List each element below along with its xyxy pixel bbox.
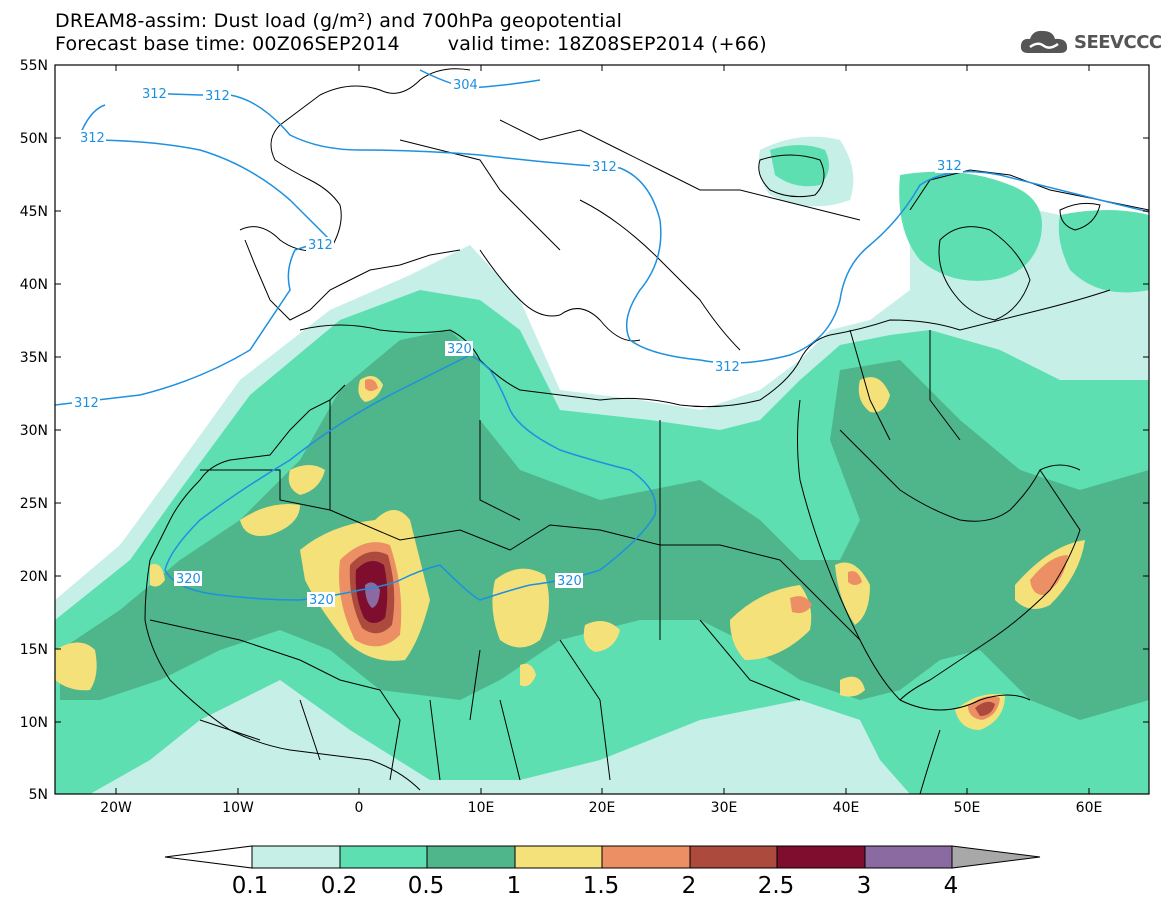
contour-label-312: 312: [74, 396, 99, 411]
colorbar-label: 1: [507, 873, 522, 899]
colorbar-swatch: [426, 845, 516, 869]
lon-label: 40E: [833, 800, 860, 816]
logo-text: SEEVCCC: [1074, 31, 1162, 53]
colorbar-label: 1.5: [583, 873, 620, 899]
lat-label: 10N: [20, 715, 48, 731]
map-title: DREAM8-assim: Dust load (g/m²) and 700hP…: [55, 10, 623, 32]
valid-time-label: valid time: 18Z08SEP2014 (+66): [447, 33, 767, 55]
contour-label-320: 320: [447, 342, 472, 357]
contour-label-312: 312: [592, 160, 617, 175]
lon-label: 20W: [100, 800, 132, 816]
contour-label-312: 312: [205, 89, 230, 104]
forecast-times: Forecast base time: 00Z06SEP2014 valid ti…: [55, 34, 767, 54]
colorbar-max-arrow: [951, 845, 1041, 869]
lat-label: 25N: [20, 496, 48, 512]
lat-label: 20N: [20, 569, 48, 585]
contour-label-320: 320: [557, 574, 582, 589]
colorbar-swatch: [776, 845, 866, 869]
lat-label: 55N: [20, 58, 48, 74]
latitude-axis: 55N 50N 45N 40N 35N 30N 25N 20N 15N 10N …: [20, 58, 1149, 803]
cloud-icon: [1020, 30, 1068, 53]
colorbar-swatch: [601, 845, 691, 869]
base-time-label: Forecast base time: 00Z06SEP2014: [55, 33, 400, 55]
contour-label-312: 312: [308, 238, 333, 253]
colorbar-min-arrow: [164, 845, 253, 869]
contour-label-312: 312: [80, 131, 105, 146]
lat-label: 50N: [20, 131, 48, 147]
lat-label: 40N: [20, 277, 48, 293]
colorbar-label: 2.5: [758, 873, 795, 899]
lat-label: 15N: [20, 642, 48, 658]
colorbar: 0.1 0.2 0.5 1 1.5 2 2.5 3 4: [164, 845, 1041, 899]
lat-label: 35N: [20, 350, 48, 366]
colorbar-swatch: [864, 845, 953, 869]
dust-field: [55, 65, 1149, 794]
colorbar-label: 0.1: [232, 873, 269, 899]
contour-label-320: 320: [309, 593, 334, 608]
seevccc-logo: SEEVCCC: [1018, 27, 1162, 57]
contour-label-312: 312: [715, 360, 740, 375]
colorbar-swatch: [339, 845, 428, 869]
lon-label: 0: [355, 800, 364, 816]
colorbar-label: 2: [682, 873, 697, 899]
colorbar-swatch: [251, 845, 341, 869]
lat-label: 5N: [29, 787, 48, 803]
lon-label: 10E: [468, 800, 495, 816]
lon-label: 10W: [222, 800, 254, 816]
lon-label: 30E: [711, 800, 738, 816]
lat-label: 30N: [20, 423, 48, 439]
colorbar-label: 0.2: [321, 873, 358, 899]
lon-label: 50E: [954, 800, 981, 816]
contour-label-320: 320: [176, 572, 201, 587]
colorbar-label: 3: [857, 873, 872, 899]
longitude-axis: 20W 10W 0 10E 20E 30E 40E 50E 60E: [100, 65, 1102, 816]
lat-label: 45N: [20, 204, 48, 220]
colorbar-label: 4: [944, 873, 959, 899]
colorbar-label: 0.5: [408, 873, 445, 899]
contour-label-312: 312: [142, 87, 167, 102]
lon-label: 20E: [589, 800, 616, 816]
colorbar-swatch: [514, 845, 603, 869]
colorbar-swatch: [689, 845, 778, 869]
lon-label: 60E: [1076, 800, 1103, 816]
contour-label-312: 312: [937, 159, 962, 174]
contour-labels: 312 312 312 312 312 312 312 312 304 320 …: [72, 77, 963, 608]
contour-label-304: 304: [453, 78, 478, 93]
